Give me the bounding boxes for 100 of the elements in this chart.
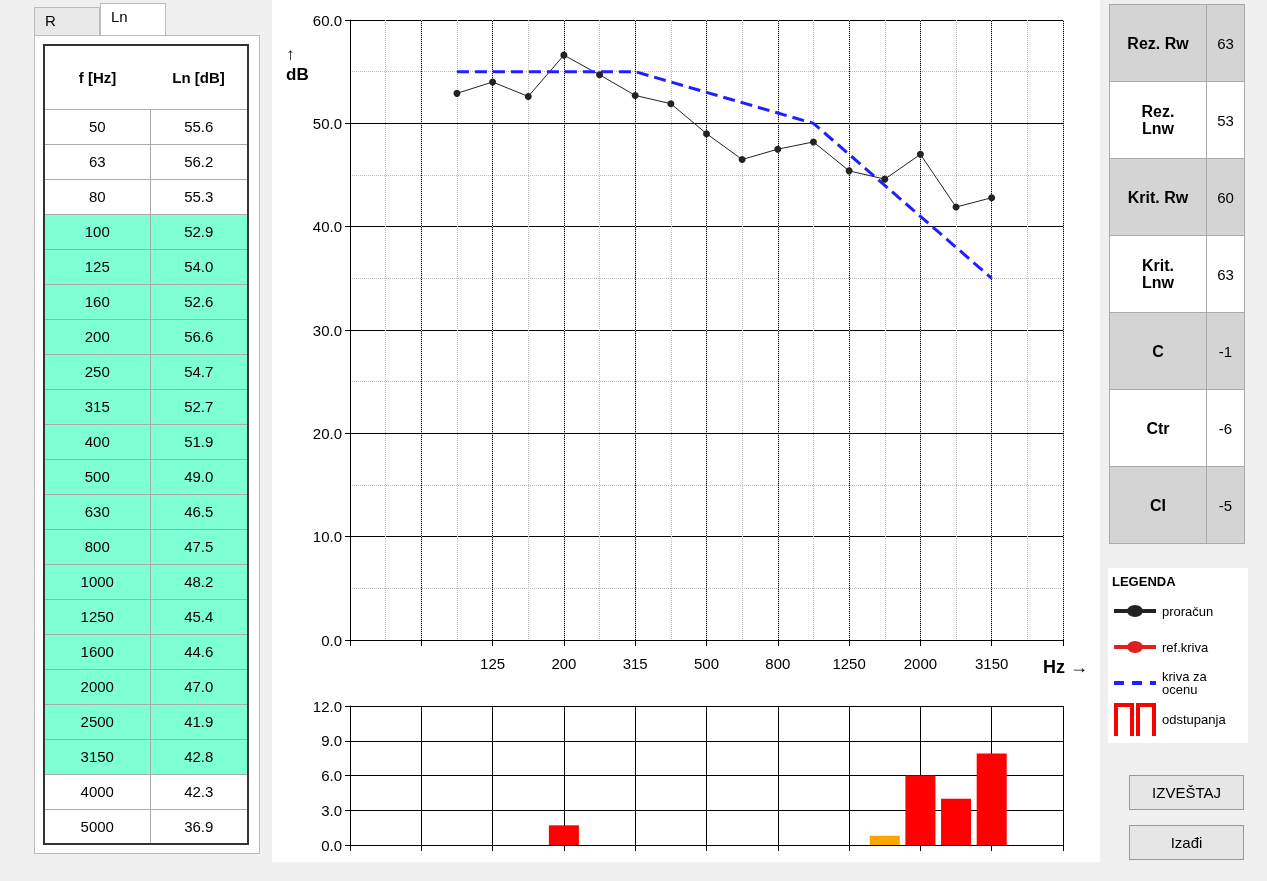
text: 47.0	[184, 678, 214, 695]
y-axis-title: ↑ dB	[286, 44, 309, 84]
legend-label: proračun	[1162, 603, 1214, 619]
y-tick-label: 6.0	[321, 767, 342, 784]
y-tick-label: 50.0	[312, 114, 342, 132]
text: f [Hz]	[77, 67, 118, 88]
y-tick-label: 40.0	[312, 218, 342, 236]
category-label: 80	[44, 179, 150, 214]
bar	[976, 753, 1007, 845]
text: 48.2	[184, 573, 214, 590]
text: R	[34, 7, 100, 35]
legend-label: kriva za ocenu	[1162, 669, 1208, 697]
point	[703, 130, 710, 138]
category-label: 125	[44, 249, 150, 284]
text: 52.7	[184, 398, 214, 415]
text: 42.8	[184, 748, 214, 765]
text: 42.3	[184, 783, 214, 800]
x-tick-label: 2000	[903, 655, 938, 672]
point	[489, 78, 497, 86]
category-label: Krit. Rw	[1109, 158, 1207, 236]
text: 45.4	[184, 608, 214, 625]
category-label: 50	[44, 109, 150, 144]
category-label: 500	[44, 459, 150, 494]
point	[596, 71, 604, 79]
category-label: 800	[44, 529, 150, 564]
category-label: 1000	[44, 564, 150, 599]
point	[560, 51, 568, 59]
point	[667, 100, 675, 108]
category-label: 315	[44, 389, 150, 424]
category-label: 63	[44, 144, 150, 179]
y-tick-label: 3.0	[321, 801, 342, 819]
x-tick-label: 1250	[832, 655, 866, 672]
text: 56.6	[184, 328, 214, 345]
point	[881, 175, 889, 183]
point	[845, 167, 853, 175]
text: 51.9	[184, 433, 214, 450]
category-label: Rez. Rw	[1109, 4, 1207, 82]
x-tick-label: 3150	[975, 655, 1009, 672]
data-label: 63	[1206, 235, 1245, 313]
x-tick-label: 800	[765, 655, 791, 672]
point	[453, 89, 461, 97]
category-label: 250	[44, 354, 150, 389]
legend-label: ref.kriva	[1162, 639, 1209, 655]
bar	[905, 775, 936, 845]
text: 47.5	[184, 538, 214, 555]
category-label: Krit. Lnw	[1109, 235, 1207, 313]
text: 55.6	[184, 118, 214, 135]
text: 36.9	[184, 817, 214, 835]
data-label: 53	[1206, 81, 1245, 159]
point	[988, 194, 996, 202]
x-tick-label: 200	[551, 655, 577, 672]
x-tick-label: 500	[693, 655, 720, 672]
x-tick-label: 315	[622, 655, 648, 672]
text: 52.6	[184, 293, 214, 310]
text: 41.9	[184, 713, 214, 730]
point	[738, 156, 746, 163]
text: Ln [dB]	[171, 67, 226, 88]
y-tick-label: 60.0	[312, 11, 342, 29]
y-tick-label: 12.0	[312, 697, 342, 715]
text: IZVEŠTAJ	[1129, 775, 1244, 810]
y-tick-label: 0.0	[321, 836, 342, 854]
legend-label: odstupanja	[1162, 711, 1226, 727]
y-tick-label: 0.0	[321, 631, 342, 649]
category-label: C	[1109, 312, 1207, 390]
point	[524, 92, 532, 100]
text: 55.3	[184, 188, 214, 205]
x-axis-title: Hz →	[1043, 657, 1088, 677]
y-tick-label: 9.0	[321, 732, 342, 750]
line-series	[455, 70, 994, 280]
category-label: 400	[44, 424, 150, 459]
category-label: 630	[44, 494, 150, 529]
bar	[941, 798, 972, 845]
category-label: Ctr	[1109, 389, 1207, 467]
category-label: 100	[44, 214, 150, 249]
legend-title: LEGENDA	[1112, 574, 1177, 589]
y-tick-label: 20.0	[312, 424, 342, 442]
data-label: -1	[1206, 312, 1245, 390]
data-label: 60	[1206, 158, 1245, 236]
bar	[869, 835, 900, 845]
category-label: 2500	[44, 704, 150, 739]
point	[774, 145, 782, 153]
category-label: 160	[44, 284, 150, 319]
category-label: 5000	[44, 809, 150, 844]
text: 52.9	[184, 223, 214, 240]
data-label: -6	[1206, 389, 1245, 467]
text: Izađi	[1129, 825, 1244, 860]
text: 49.0	[184, 468, 214, 485]
category-label: 4000	[44, 774, 150, 809]
category-label: 1250	[44, 599, 150, 634]
point	[916, 150, 924, 158]
bar	[548, 825, 579, 845]
text: Ln	[100, 3, 166, 35]
y-tick-label: 10.0	[312, 528, 342, 546]
x-tick-label: 125	[480, 655, 506, 672]
category-label: 200	[44, 319, 150, 354]
data-label: 63	[1206, 4, 1245, 82]
point	[631, 91, 639, 99]
category-label: Rez. Lnw	[1109, 81, 1207, 159]
category-label: CI	[1109, 466, 1207, 544]
category-label: 3150	[44, 739, 150, 774]
